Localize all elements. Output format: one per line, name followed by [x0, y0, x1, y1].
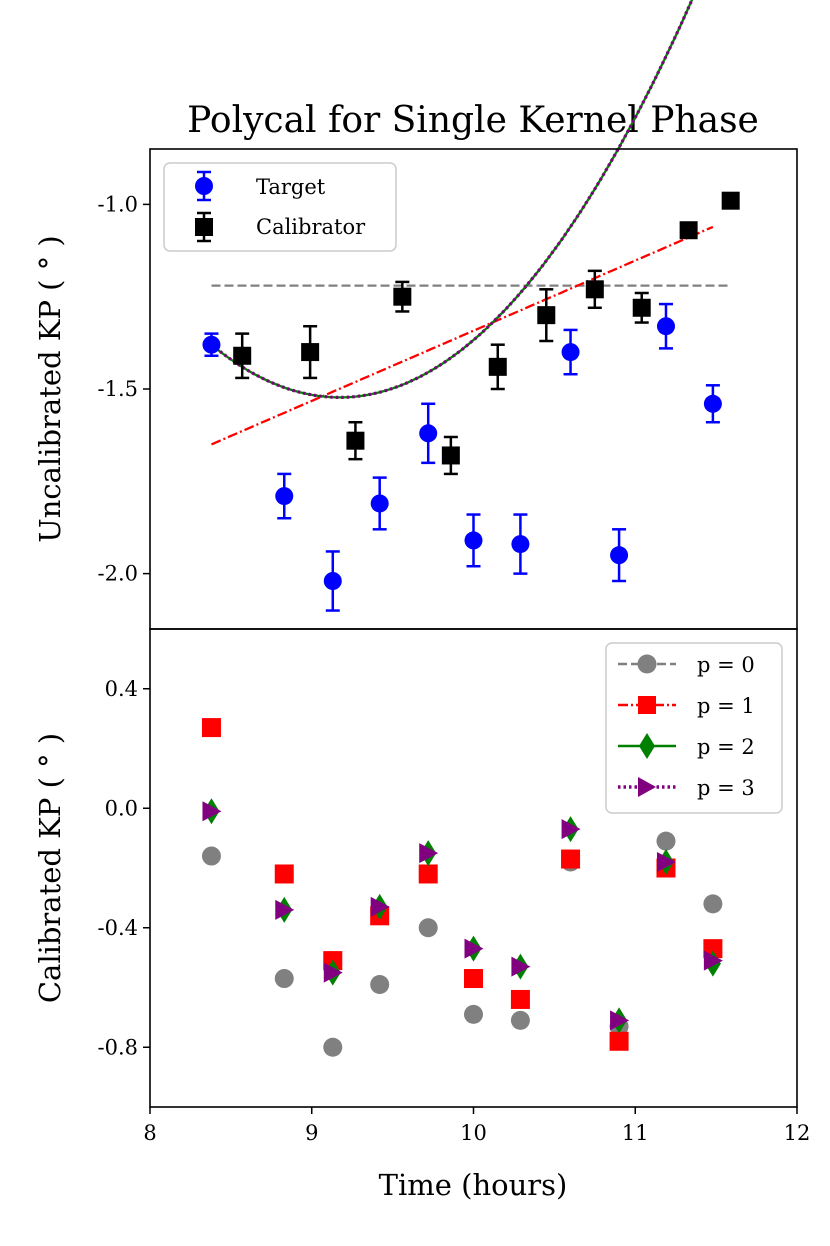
calibrator-point [721, 191, 740, 210]
bottom-panel: 0.4 0.0 -0.4 -0.8 8 9 10 11 12 Calibrated KP ( … [33, 628, 810, 1202]
point-p-1 [201, 718, 221, 738]
point-p-3 [370, 896, 390, 917]
calibrator-point [301, 343, 320, 362]
calibrator-point [346, 431, 365, 450]
y-tick-label: 0.0 [105, 796, 138, 820]
point-p-1 [510, 989, 530, 1009]
point-p-0 [274, 969, 294, 989]
top-y-ticks: -1.0 -1.5 -2.0 [98, 192, 150, 586]
point-p-1 [464, 969, 483, 989]
y-tick-label: -1.5 [98, 377, 139, 401]
x-tick-label: 8 [143, 1121, 156, 1145]
point-p-3 [323, 962, 343, 983]
bottom-x-ticks: 8 9 10 11 12 [143, 1107, 810, 1145]
legend-marker-target [195, 170, 213, 202]
calibrator-point [537, 306, 556, 325]
target-point [202, 335, 221, 354]
point-p-0 [510, 1010, 530, 1030]
calibrator-point [585, 280, 604, 299]
top-legend: Target Calibrator [163, 162, 397, 252]
point-p-0 [656, 831, 676, 851]
top-y-axis-label: Uncalibrated KP ( ° ) [33, 235, 67, 542]
calibrator-point [393, 287, 412, 306]
y-tick-label: -0.8 [98, 1035, 139, 1059]
bottom-plot-area [201, 718, 723, 1057]
point-p-0 [703, 894, 723, 914]
point-p-1 [274, 864, 294, 884]
target-point [561, 343, 580, 362]
legend-marker-p1 [618, 696, 676, 714]
point-p-1 [609, 1031, 629, 1051]
point-p-0 [323, 1037, 343, 1057]
point-p-3 [561, 819, 581, 840]
target-point [656, 317, 675, 336]
legend-label-calibrator: Calibrator [256, 215, 366, 239]
target-point [464, 531, 483, 550]
point-p-3 [656, 852, 676, 873]
point-p-0 [201, 846, 221, 866]
y-tick-label: 0.4 [105, 677, 138, 701]
calibrator-point [233, 346, 252, 365]
point-p-0 [418, 918, 438, 938]
legend-marker-calibrator [195, 211, 213, 243]
target-point [419, 424, 438, 443]
bottom-legend-box [605, 642, 783, 814]
bottom-y-ticks: 0.4 0.0 -0.4 -0.8 [98, 677, 150, 1059]
legend-label-p0: p = 0 [697, 653, 755, 677]
point-p-0 [464, 1004, 483, 1024]
target-point [511, 535, 530, 554]
target-point [703, 394, 722, 413]
x-tick-label: 10 [460, 1121, 487, 1145]
y-tick-label: -0.4 [98, 916, 139, 940]
x-tick-label: 11 [622, 1121, 649, 1145]
x-axis-label: Time (hours) [379, 1168, 568, 1202]
point-p-3 [610, 1010, 630, 1031]
target-point [323, 572, 342, 590]
point-p-3 [511, 956, 531, 977]
chart-title: Polycal for Single Kernel Phase [187, 100, 759, 141]
legend-label-p2: p = 2 [697, 735, 755, 759]
bottom-legend: p = 0 p = 1 p = 2 p = 3 [605, 642, 783, 814]
calibrator-point [441, 446, 460, 465]
y-tick-label: -2.0 [98, 562, 139, 586]
y-tick-label: -1.0 [98, 192, 139, 216]
x-tick-label: 12 [784, 1121, 811, 1145]
point-p-1 [418, 864, 438, 884]
fit-line-p-1 [211, 225, 714, 446]
legend-marker-p3 [618, 777, 676, 797]
point-p-3 [464, 938, 484, 959]
point-p-3 [419, 843, 439, 864]
point-p-0 [370, 975, 390, 995]
calibrator-point [632, 298, 651, 317]
legend-marker-p0 [618, 654, 676, 674]
point-p-3 [202, 801, 222, 822]
legend-marker-p2 [618, 733, 676, 759]
point-p-3 [275, 899, 295, 920]
target-point [610, 546, 629, 565]
target-point [370, 494, 389, 513]
top-plot-area [202, 0, 740, 612]
fit-line-p-3 [210, 0, 694, 399]
legend-label-p3: p = 3 [697, 776, 755, 800]
top-legend-box [163, 162, 397, 252]
calibrator-point [488, 357, 507, 376]
x-tick-label: 9 [305, 1121, 318, 1145]
point-p-1 [561, 849, 581, 869]
legend-label-target: Target [256, 175, 326, 199]
bottom-y-axis-label: Calibrated KP ( ° ) [33, 733, 67, 1003]
top-panel: -1.0 -1.5 -2.0 Uncalibrated KP ( ° ) Targe… [33, 0, 798, 630]
point-p-3 [703, 950, 723, 971]
target-point [275, 487, 294, 506]
legend-label-p1: p = 1 [697, 694, 755, 718]
calibrator-point [679, 221, 698, 240]
